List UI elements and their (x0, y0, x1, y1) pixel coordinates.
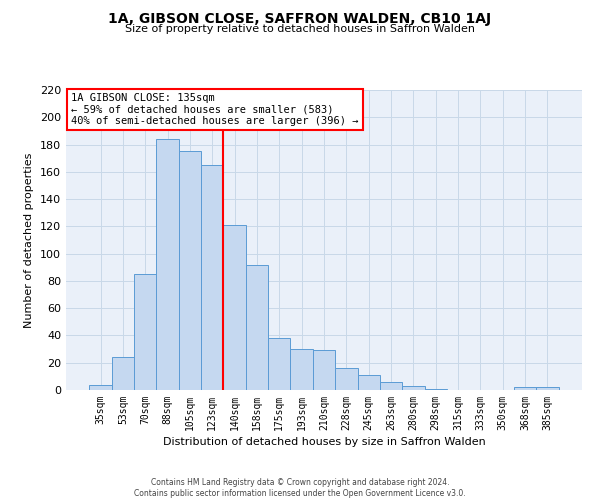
Bar (112, 358, 134, 390)
Bar (380, 382, 402, 390)
Text: 1A GIBSON CLOSE: 135sqm
← 59% of detached houses are smaller (583)
40% of semi-d: 1A GIBSON CLOSE: 135sqm ← 59% of detache… (71, 93, 359, 126)
Bar (268, 338, 290, 390)
Bar (313, 350, 335, 390)
Bar (402, 386, 425, 390)
Bar (157, 139, 179, 390)
Bar (514, 388, 536, 390)
Bar (358, 375, 380, 390)
Bar (89, 384, 112, 390)
Text: 1A, GIBSON CLOSE, SAFFRON WALDEN, CB10 1AJ: 1A, GIBSON CLOSE, SAFFRON WALDEN, CB10 1… (109, 12, 491, 26)
Bar (179, 152, 201, 390)
Bar (134, 274, 157, 390)
Bar (425, 388, 447, 390)
Bar (223, 225, 246, 390)
Y-axis label: Number of detached properties: Number of detached properties (25, 152, 34, 328)
Bar (290, 349, 313, 390)
Bar (246, 264, 268, 390)
Bar (536, 388, 559, 390)
Bar (335, 368, 358, 390)
Text: Size of property relative to detached houses in Saffron Walden: Size of property relative to detached ho… (125, 24, 475, 34)
X-axis label: Distribution of detached houses by size in Saffron Walden: Distribution of detached houses by size … (163, 437, 485, 447)
Text: Contains HM Land Registry data © Crown copyright and database right 2024.
Contai: Contains HM Land Registry data © Crown c… (134, 478, 466, 498)
Bar (201, 165, 223, 390)
